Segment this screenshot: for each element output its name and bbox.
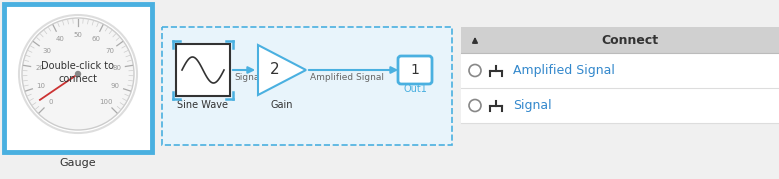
Text: Connect: Connect xyxy=(601,33,658,47)
Polygon shape xyxy=(258,45,306,95)
Text: connect: connect xyxy=(58,74,97,84)
Circle shape xyxy=(76,71,80,76)
Text: 30: 30 xyxy=(42,48,51,54)
FancyBboxPatch shape xyxy=(4,4,152,152)
Text: Amplified Signal: Amplified Signal xyxy=(310,74,384,83)
Text: Sine Wave: Sine Wave xyxy=(178,100,228,110)
Circle shape xyxy=(22,18,134,130)
Circle shape xyxy=(469,64,481,76)
Text: 90: 90 xyxy=(111,83,120,89)
FancyBboxPatch shape xyxy=(398,56,432,84)
Text: Gauge: Gauge xyxy=(60,158,97,168)
FancyBboxPatch shape xyxy=(461,27,779,53)
Text: Signal: Signal xyxy=(234,74,262,83)
FancyBboxPatch shape xyxy=(461,88,779,123)
Text: 80: 80 xyxy=(112,65,121,71)
Circle shape xyxy=(469,100,481,112)
Text: 100: 100 xyxy=(99,99,112,105)
Text: Gain: Gain xyxy=(271,100,293,110)
Text: 1: 1 xyxy=(411,63,419,77)
FancyBboxPatch shape xyxy=(176,44,230,96)
FancyBboxPatch shape xyxy=(461,53,779,88)
FancyBboxPatch shape xyxy=(162,27,452,145)
Text: 60: 60 xyxy=(91,36,100,42)
Text: 2: 2 xyxy=(270,62,280,78)
Text: 50: 50 xyxy=(73,32,83,38)
Text: 10: 10 xyxy=(37,83,45,89)
Text: Double-click to: Double-click to xyxy=(41,61,115,71)
Text: Amplified Signal: Amplified Signal xyxy=(513,64,615,77)
Text: 0: 0 xyxy=(48,99,53,105)
Text: Out1: Out1 xyxy=(403,84,427,94)
Text: 70: 70 xyxy=(105,48,114,54)
Text: Signal: Signal xyxy=(513,99,552,112)
Text: 20: 20 xyxy=(35,65,44,71)
Text: 40: 40 xyxy=(56,36,65,42)
